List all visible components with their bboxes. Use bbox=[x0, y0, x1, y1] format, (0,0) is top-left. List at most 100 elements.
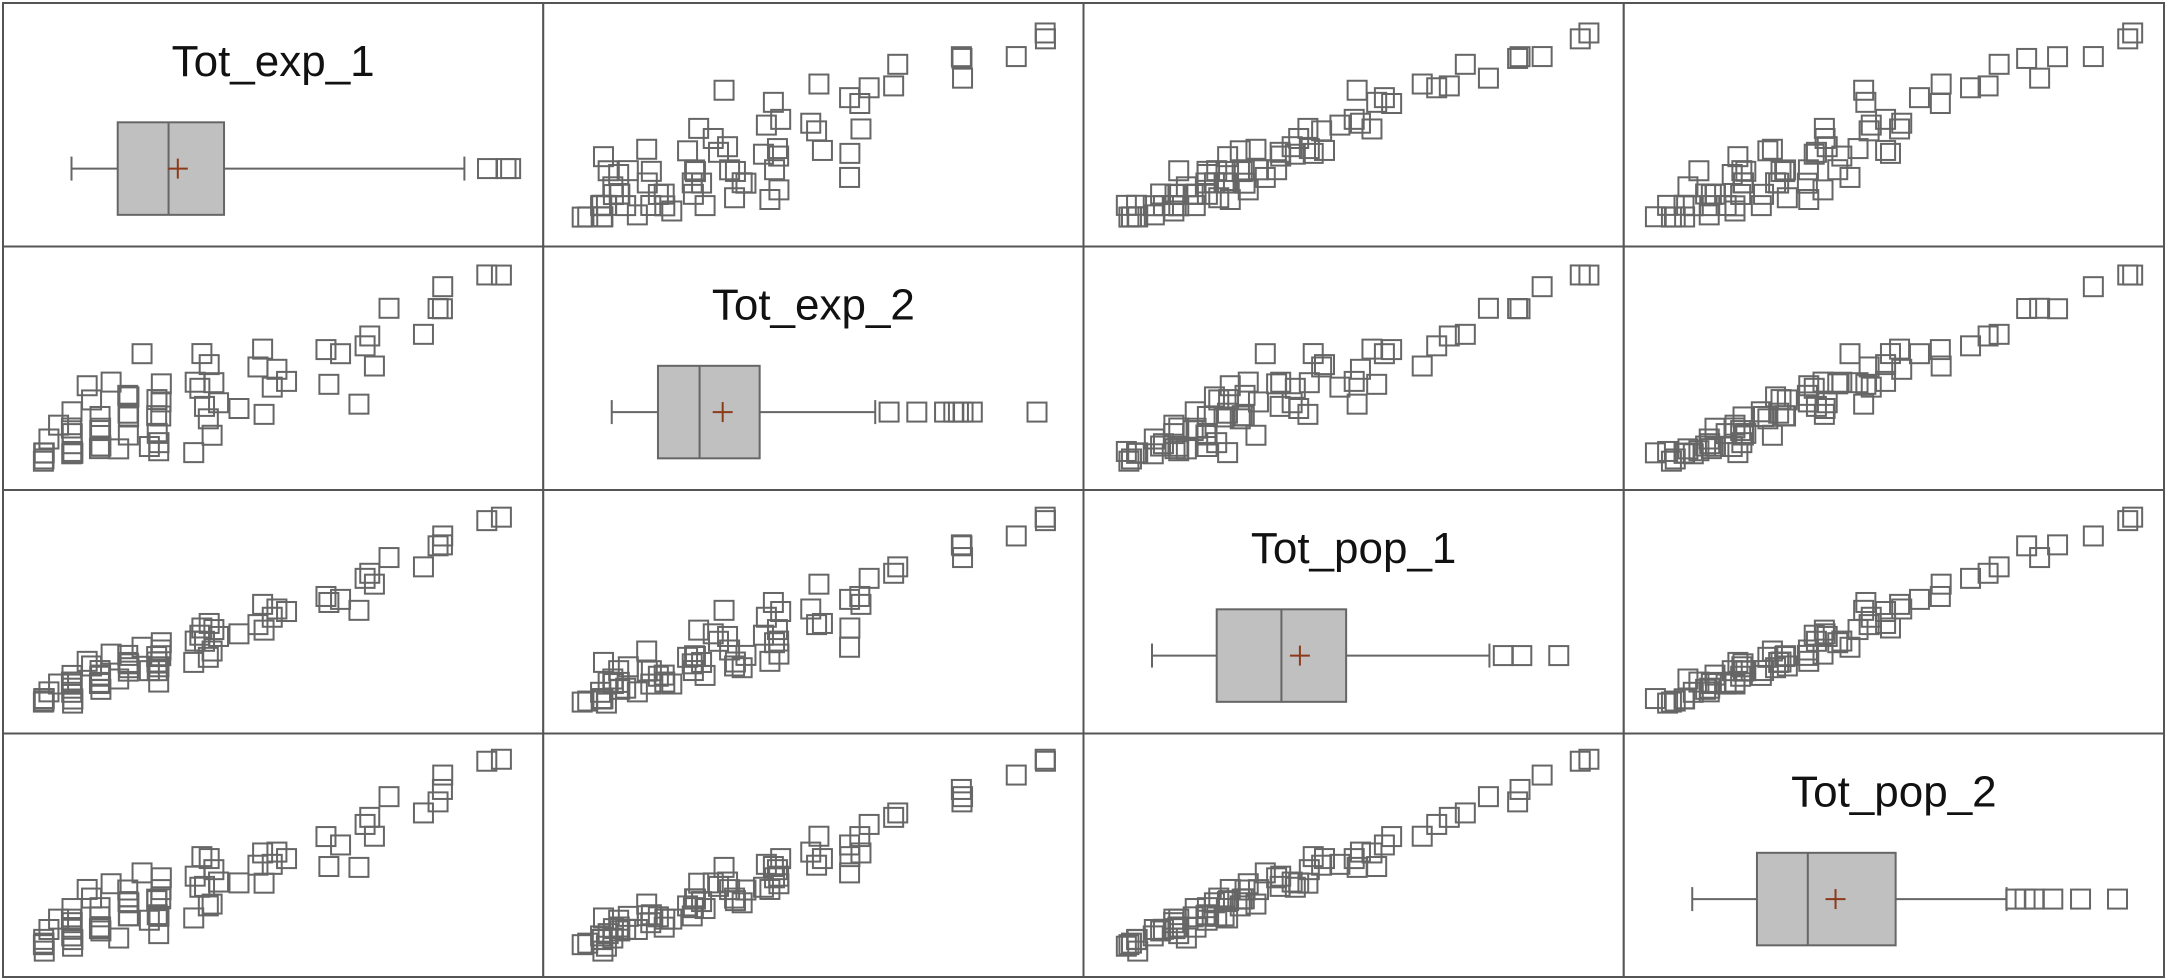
outlier-point bbox=[961, 401, 983, 423]
scatter-point bbox=[1203, 172, 1225, 194]
scatter-point bbox=[61, 898, 83, 920]
scatter-point bbox=[1721, 436, 1743, 458]
scatter-point bbox=[348, 599, 370, 621]
scatter-point bbox=[189, 377, 211, 399]
cell-frame bbox=[542, 245, 1085, 491]
outlier-point bbox=[500, 158, 522, 180]
scatter-point bbox=[768, 145, 790, 167]
variable-label: Tot_pop_1 bbox=[1251, 524, 1457, 573]
scatter-point bbox=[677, 646, 699, 668]
scatter-point bbox=[571, 691, 593, 713]
scatter-point bbox=[1858, 120, 1880, 142]
scatter-point bbox=[1438, 806, 1460, 828]
scatter-point bbox=[681, 653, 703, 675]
scatter-point bbox=[1644, 688, 1666, 710]
scatter-point bbox=[764, 159, 786, 181]
scatter-point bbox=[100, 643, 122, 665]
scatter-point bbox=[228, 872, 250, 894]
scatter-point bbox=[1208, 389, 1230, 411]
scatter-point bbox=[318, 856, 340, 878]
scatter-point bbox=[118, 406, 140, 428]
scatter-point bbox=[1168, 160, 1190, 182]
scatter-point bbox=[1120, 448, 1142, 470]
scatter-point bbox=[597, 923, 619, 945]
scatter-point bbox=[1761, 424, 1783, 446]
scatter-point bbox=[228, 398, 250, 420]
scatter-point bbox=[247, 854, 269, 876]
scatter-point bbox=[762, 91, 784, 113]
scatter-point bbox=[764, 867, 786, 889]
scatter-point bbox=[1660, 450, 1682, 472]
scatter-point bbox=[800, 112, 822, 134]
scatter-point bbox=[1839, 343, 1861, 365]
scatter-point bbox=[318, 373, 340, 395]
cell-frame bbox=[542, 2, 1085, 248]
scatter-point bbox=[1855, 91, 1877, 113]
scatter-point bbox=[198, 848, 220, 870]
scatter-point bbox=[1797, 159, 1819, 181]
scatter-point bbox=[1229, 140, 1251, 162]
scatter-point bbox=[1477, 67, 1499, 89]
scatter-point bbox=[1858, 614, 1880, 636]
scatter-point bbox=[1855, 591, 1877, 613]
scatter-point bbox=[731, 172, 753, 194]
scatter-point bbox=[2117, 28, 2139, 50]
matrix-cell bbox=[542, 245, 1085, 491]
scatter-point bbox=[1960, 335, 1982, 357]
scatter-point bbox=[850, 842, 872, 864]
scatter-point bbox=[266, 598, 288, 620]
scatter-point bbox=[952, 786, 974, 808]
scatter-point bbox=[2047, 298, 2069, 320]
scatter-point bbox=[108, 668, 130, 690]
scatter-point bbox=[684, 161, 706, 183]
scatter-point bbox=[811, 612, 833, 634]
scatter-point bbox=[1196, 164, 1218, 186]
scatter-point bbox=[118, 905, 140, 927]
scatter-point bbox=[1254, 862, 1276, 884]
scatter-point bbox=[1184, 401, 1206, 423]
scatter-point bbox=[636, 138, 658, 160]
scatter-point bbox=[808, 73, 830, 95]
scatter-point bbox=[150, 373, 172, 395]
matrix-cell bbox=[1082, 245, 1625, 491]
scatter-point bbox=[681, 172, 703, 194]
scatter-point bbox=[719, 639, 741, 661]
scatter-point bbox=[883, 75, 905, 97]
scatter-point bbox=[952, 67, 974, 89]
scatter-point bbox=[755, 606, 777, 628]
scatter-point bbox=[1569, 264, 1591, 286]
scatter-point bbox=[33, 940, 55, 962]
box-iqr bbox=[656, 364, 761, 460]
scatter-point bbox=[1270, 371, 1292, 393]
scatter-point bbox=[1313, 139, 1335, 161]
scatter-point bbox=[1875, 139, 1897, 161]
scatter-point bbox=[1721, 164, 1743, 186]
scatter-point bbox=[806, 854, 828, 876]
scatter-point bbox=[432, 764, 454, 786]
scatter-point bbox=[62, 929, 84, 951]
scatter-point bbox=[640, 160, 662, 182]
scatter-point bbox=[1732, 172, 1754, 194]
scatter-point bbox=[759, 650, 781, 672]
scatter-point bbox=[1677, 668, 1699, 690]
scatter-point bbox=[731, 892, 753, 914]
scatter-point bbox=[1988, 323, 2010, 345]
scatter-point bbox=[1753, 183, 1775, 205]
scatter-point bbox=[427, 791, 449, 813]
cell-frame bbox=[542, 489, 1085, 735]
scatter-point bbox=[330, 588, 352, 610]
scatter-point bbox=[1361, 118, 1383, 140]
scatter-point bbox=[100, 873, 122, 895]
scatter-point bbox=[201, 893, 223, 915]
scatter-point bbox=[191, 846, 213, 868]
scatter-point bbox=[1297, 872, 1319, 894]
scatter-point bbox=[887, 556, 909, 578]
scatter-point bbox=[1005, 46, 1027, 68]
scatter-point bbox=[713, 599, 735, 621]
matrix-cell bbox=[2, 2, 545, 248]
scatter-point bbox=[1361, 338, 1383, 360]
scatter-point bbox=[694, 195, 716, 217]
scatter-point bbox=[1509, 46, 1531, 68]
scatter-point bbox=[1858, 356, 1880, 378]
